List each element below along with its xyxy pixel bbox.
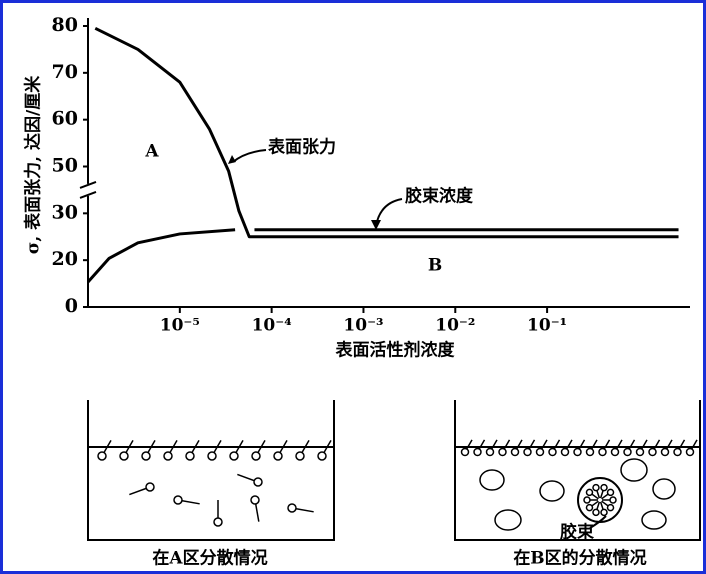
region-label: A bbox=[144, 142, 159, 162]
molecule-head bbox=[251, 496, 259, 504]
molecule-head bbox=[230, 452, 238, 460]
molecule-head bbox=[318, 452, 326, 460]
micelle-label: 胶束 bbox=[560, 522, 594, 543]
molecule-head bbox=[637, 449, 644, 456]
caption: 在A区分散情况 bbox=[152, 548, 267, 569]
molecule-head bbox=[164, 452, 172, 460]
x-tick-label: 10⁻⁴ bbox=[252, 316, 292, 336]
molecule-head bbox=[252, 452, 260, 460]
molecule-head bbox=[499, 449, 506, 456]
region-label: B bbox=[428, 256, 442, 276]
molecule-head bbox=[512, 449, 519, 456]
molecule-head bbox=[208, 452, 216, 460]
molecule-head bbox=[98, 452, 106, 460]
molecule-head bbox=[537, 449, 544, 456]
molecule-head bbox=[674, 449, 681, 456]
y-tick-label: 60 bbox=[52, 108, 78, 130]
molecule-head bbox=[120, 452, 128, 460]
molecule-head bbox=[296, 452, 304, 460]
molecule-head bbox=[174, 496, 182, 504]
molecule-head bbox=[562, 449, 569, 456]
x-tick-label: 10⁻⁵ bbox=[160, 316, 200, 336]
molecule-head bbox=[462, 449, 469, 456]
molecule-head bbox=[610, 497, 616, 503]
molecule-head bbox=[593, 509, 599, 515]
molecule-head bbox=[624, 449, 631, 456]
molecule-head bbox=[142, 452, 150, 460]
molecule-head bbox=[524, 449, 531, 456]
x-tick-label: 10⁻¹ bbox=[527, 316, 567, 336]
x-tick-label: 10⁻² bbox=[435, 316, 475, 336]
molecule-head bbox=[584, 497, 590, 503]
molecule-head bbox=[608, 505, 614, 511]
molecule-head bbox=[474, 449, 481, 456]
molecule-head bbox=[487, 449, 494, 456]
molecule-head bbox=[662, 449, 669, 456]
molecule-head bbox=[254, 478, 262, 486]
x-axis-label: 表面活性剂浓度 bbox=[336, 340, 456, 361]
y-tick-label: 0 bbox=[65, 295, 78, 317]
molecule-head bbox=[274, 452, 282, 460]
molecule-head bbox=[601, 509, 607, 515]
molecule-head bbox=[574, 449, 581, 456]
molecule-head bbox=[601, 485, 607, 491]
molecule-head bbox=[587, 449, 594, 456]
molecule-head bbox=[214, 518, 222, 526]
molecule-head bbox=[599, 449, 606, 456]
molecule-head bbox=[612, 449, 619, 456]
molecule-head bbox=[549, 449, 556, 456]
y-tick-label: 50 bbox=[52, 155, 78, 177]
y-tick-label: 70 bbox=[52, 61, 78, 83]
caption: 在B区的分散情况 bbox=[513, 548, 646, 569]
molecule-head bbox=[608, 489, 614, 495]
molecule-head bbox=[146, 483, 154, 491]
y-tick-label: 80 bbox=[52, 14, 78, 36]
curve-label: 胶束浓度 bbox=[405, 186, 474, 207]
molecule-head bbox=[687, 449, 694, 456]
y-tick-label: 30 bbox=[52, 201, 78, 223]
molecule-head bbox=[186, 452, 194, 460]
molecule-head bbox=[586, 489, 592, 495]
molecule-head bbox=[649, 449, 656, 456]
curve-label: 表面张力 bbox=[268, 137, 336, 158]
x-tick-label: 10⁻³ bbox=[343, 316, 383, 336]
figure: σ, 表面张力, 达因/厘米 表面活性剂浓度 A B 表面张力 胶束浓度 胶束 … bbox=[0, 0, 706, 574]
y-tick-label: 20 bbox=[52, 248, 78, 270]
molecule-head bbox=[593, 485, 599, 491]
molecule-head bbox=[586, 505, 592, 511]
molecule-head bbox=[288, 504, 296, 512]
y-axis-label: σ, 表面张力, 达因/厘米 bbox=[23, 75, 44, 254]
